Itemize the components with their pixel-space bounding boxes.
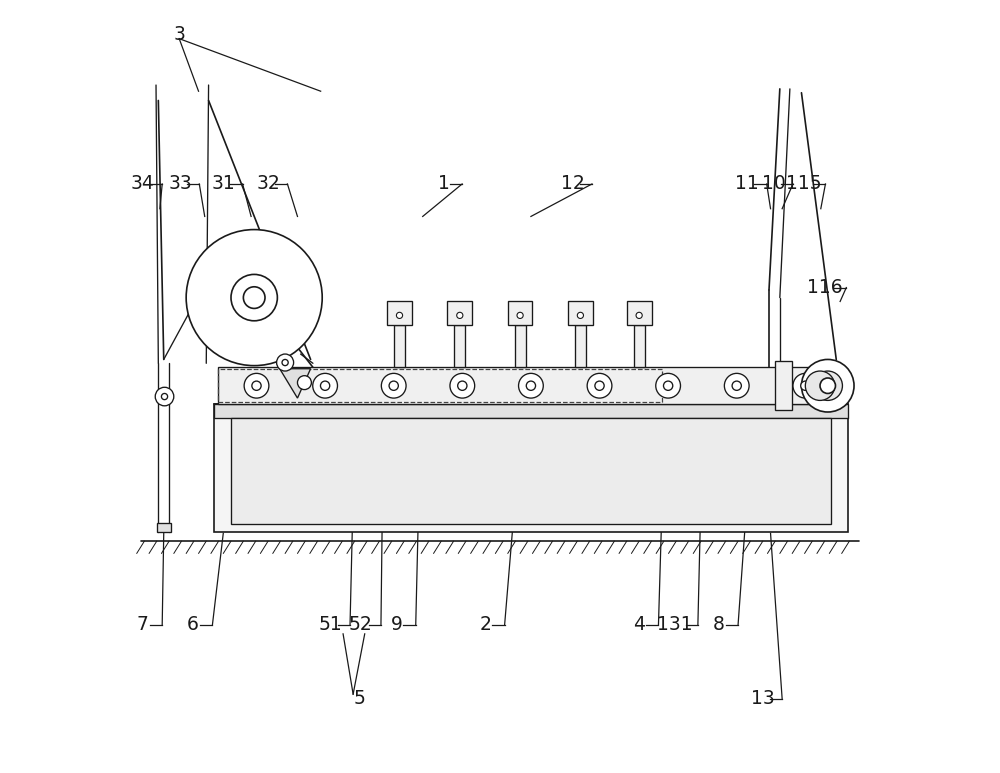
Circle shape [243,287,265,308]
Circle shape [517,312,523,318]
Bar [394,325,405,367]
Text: 116: 116 [807,278,842,297]
Bar [387,301,412,325]
Circle shape [813,371,842,400]
Text: 51: 51 [318,615,342,634]
Bar [231,418,831,524]
Bar [454,325,465,367]
Circle shape [526,381,536,390]
Bar [218,369,662,402]
Circle shape [381,373,406,398]
Circle shape [244,373,269,398]
Circle shape [313,373,337,398]
Circle shape [820,378,835,393]
Text: 1: 1 [438,175,450,193]
Text: 10: 10 [762,175,786,193]
Circle shape [458,381,467,390]
Circle shape [277,354,294,371]
Bar [157,523,171,532]
Text: 115: 115 [786,175,822,193]
Circle shape [282,359,288,366]
Circle shape [732,381,741,390]
Text: 12: 12 [561,175,585,193]
Circle shape [724,373,749,398]
Bar [568,301,593,325]
Circle shape [231,274,277,321]
Circle shape [297,376,311,390]
Text: 3: 3 [173,25,185,43]
Circle shape [806,373,828,395]
Text: 31: 31 [211,175,235,193]
Text: 5: 5 [353,690,365,708]
Text: 2: 2 [479,615,491,634]
Text: 9: 9 [390,615,402,634]
Text: 8: 8 [713,615,725,634]
Circle shape [801,359,854,412]
Text: 52: 52 [349,615,373,634]
Circle shape [636,312,642,318]
Bar [627,301,652,325]
Circle shape [450,373,475,398]
Bar [214,404,848,418]
Bar [575,325,586,367]
Circle shape [186,230,322,366]
Text: 34: 34 [131,175,155,193]
Circle shape [595,381,604,390]
Circle shape [801,381,810,390]
Circle shape [161,393,168,400]
Text: 131: 131 [657,615,693,634]
Circle shape [396,312,403,318]
Circle shape [320,381,330,390]
Circle shape [805,371,835,400]
Circle shape [389,381,398,390]
Circle shape [577,312,583,318]
Text: 13: 13 [751,690,775,708]
Bar [634,325,645,367]
Circle shape [793,373,818,398]
Circle shape [656,373,680,398]
Bar [214,404,848,532]
Text: 6: 6 [187,615,199,634]
Text: 4: 4 [633,615,645,634]
Circle shape [155,387,174,406]
Text: 32: 32 [256,175,280,193]
Bar [508,301,532,325]
Bar [515,325,526,367]
Circle shape [663,381,673,390]
Circle shape [457,312,463,318]
Polygon shape [280,369,311,398]
Bar [775,361,792,410]
Circle shape [519,373,543,398]
Text: 11: 11 [735,175,759,193]
Circle shape [252,381,261,390]
Text: 33: 33 [168,175,192,193]
Bar [218,367,844,404]
Text: 7: 7 [137,615,149,634]
Bar [447,301,472,325]
Circle shape [587,373,612,398]
